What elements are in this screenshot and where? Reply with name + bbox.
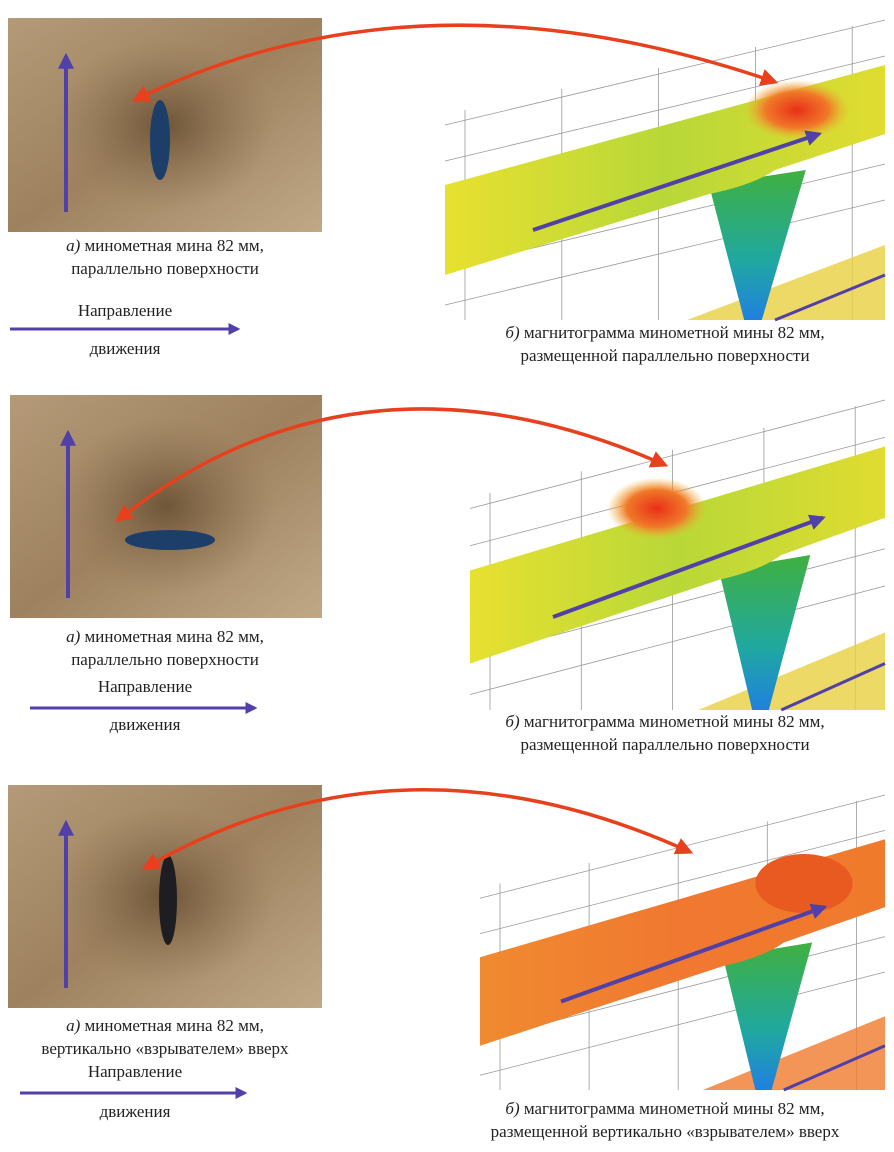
caption-letter: а) (66, 627, 81, 646)
panel: а) минометная мина 82 мм, вертикально «вз… (8, 785, 885, 1141)
direction-label: движения (110, 715, 181, 734)
photo-caption: а) минометная мина 82 мм, (66, 1016, 264, 1035)
caption-text: магнитограмма минометной мины 82 мм, (524, 323, 825, 342)
photo-caption: параллельно поверхности (71, 650, 259, 669)
caption-letter: а) (66, 1016, 81, 1035)
caption-letter: а) (66, 236, 81, 255)
direction-label: Направление (88, 1062, 182, 1081)
caption-text: минометная мина 82 мм, (85, 627, 264, 646)
mine (159, 855, 177, 945)
map-caption: б) магнитограмма минометной мины 82 мм, (505, 323, 824, 342)
photo-caption: а) минометная мина 82 мм, (66, 236, 264, 255)
surface (470, 447, 885, 664)
direction-label: движения (100, 1102, 171, 1121)
direction-label: Направление (78, 301, 172, 320)
caption-text: минометная мина 82 мм, (85, 236, 264, 255)
figure: а) минометная мина 82 мм, параллельно пов… (0, 0, 894, 1147)
photo-caption: параллельно поверхности (71, 259, 259, 278)
panel: а) минометная мина 82 мм, параллельно пов… (8, 18, 885, 365)
caption-letter: б) (505, 712, 520, 731)
peak (744, 80, 850, 140)
surface-bottom (698, 633, 885, 711)
photo-caption: вертикально «взрывателем» вверх (41, 1039, 289, 1058)
caption-text: магнитограмма минометной мины 82 мм, (524, 1099, 825, 1118)
mine (125, 530, 215, 550)
map-caption: размещенной вертикально «взрывателем» вв… (491, 1122, 840, 1141)
caption-text: минометная мина 82 мм, (85, 1016, 264, 1035)
map-caption: размещенной параллельно поверхности (520, 346, 809, 365)
map-caption: б) магнитограмма минометной мины 82 мм, (505, 1099, 824, 1118)
panel: а) минометная мина 82 мм, параллельно пов… (10, 395, 885, 754)
direction-label: Направление (98, 677, 192, 696)
surface-bottom (703, 1016, 885, 1090)
map-caption: б) магнитограмма минометной мины 82 мм, (505, 712, 824, 731)
surface-bottom (687, 245, 885, 320)
photo-caption: а) минометная мина 82 мм, (66, 627, 264, 646)
caption-letter: б) (505, 1099, 520, 1118)
mine (150, 100, 170, 180)
map-caption: размещенной параллельно поверхности (520, 735, 809, 754)
caption-letter: б) (505, 323, 520, 342)
peak (755, 854, 852, 913)
caption-text: магнитограмма минометной мины 82 мм, (524, 712, 825, 731)
direction-label: движения (90, 339, 161, 358)
peak (607, 478, 707, 540)
